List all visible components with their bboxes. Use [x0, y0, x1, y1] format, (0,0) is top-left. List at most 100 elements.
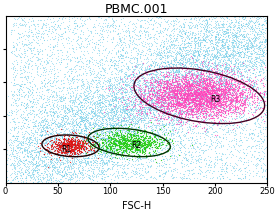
Point [10, 93, 14, 97]
Point [59, 105, 64, 109]
Point [193, 119, 198, 123]
Point [112, 141, 116, 144]
Point [191, 91, 195, 94]
Point [137, 114, 142, 117]
Point [195, 42, 199, 45]
Point [197, 77, 201, 80]
Point [145, 42, 149, 45]
Point [237, 26, 242, 29]
Point [129, 87, 133, 91]
Point [34, 163, 39, 166]
Point [167, 101, 171, 105]
Point [162, 109, 166, 112]
Point [94, 18, 99, 22]
Point [101, 76, 106, 80]
Point [52, 166, 56, 169]
Point [132, 105, 137, 108]
Point [247, 64, 252, 68]
Point [33, 85, 37, 88]
Point [205, 46, 209, 50]
Point [49, 142, 54, 145]
Point [153, 90, 157, 94]
Point [231, 44, 236, 47]
Point [248, 101, 252, 105]
Point [140, 99, 145, 102]
Point [190, 52, 195, 55]
Point [238, 28, 242, 31]
Point [188, 104, 193, 108]
Point [221, 119, 226, 122]
Point [158, 106, 162, 109]
Point [246, 105, 250, 108]
Point [156, 106, 161, 109]
Point [242, 29, 247, 33]
Point [85, 95, 89, 98]
Point [156, 76, 160, 79]
Point [125, 132, 130, 135]
Point [159, 42, 163, 46]
Point [21, 122, 26, 125]
Point [194, 88, 199, 91]
Point [210, 79, 214, 82]
Point [114, 51, 118, 55]
Point [184, 104, 188, 108]
Point [106, 137, 110, 140]
Point [198, 77, 203, 81]
Point [247, 102, 252, 106]
Point [83, 134, 88, 137]
Point [75, 121, 80, 125]
Point [201, 79, 206, 82]
Point [83, 99, 87, 102]
Point [183, 36, 188, 39]
Point [96, 150, 101, 153]
Point [138, 54, 142, 57]
Point [214, 35, 219, 38]
Point [158, 116, 163, 119]
Point [127, 120, 131, 123]
Point [190, 73, 194, 76]
Point [187, 161, 192, 165]
Point [242, 99, 247, 102]
Point [245, 97, 250, 100]
Point [198, 171, 202, 175]
Point [80, 145, 85, 148]
Point [182, 86, 186, 90]
Point [64, 172, 68, 175]
Point [196, 73, 200, 77]
Point [237, 124, 241, 127]
Point [181, 82, 185, 85]
Point [219, 68, 224, 71]
Point [178, 85, 182, 89]
Point [143, 96, 148, 99]
Point [79, 110, 83, 113]
Point [222, 78, 226, 81]
Point [45, 54, 49, 57]
Point [15, 176, 19, 179]
Point [74, 128, 78, 132]
Point [233, 40, 237, 43]
Point [221, 35, 225, 38]
Point [234, 97, 238, 101]
Point [78, 107, 83, 110]
Point [255, 96, 260, 100]
Point [182, 100, 187, 104]
Point [203, 99, 207, 103]
Point [118, 110, 123, 113]
Point [150, 69, 155, 72]
Point [148, 126, 153, 129]
Point [48, 45, 53, 49]
Point [173, 48, 177, 52]
Point [173, 100, 177, 104]
Point [143, 148, 147, 151]
Point [88, 144, 92, 148]
Point [163, 124, 167, 127]
Point [253, 23, 257, 26]
Point [179, 54, 183, 58]
Point [232, 48, 237, 51]
Point [208, 88, 213, 91]
Point [55, 113, 59, 116]
Point [237, 94, 241, 97]
Point [180, 127, 185, 130]
Point [99, 136, 103, 140]
Point [115, 68, 120, 71]
